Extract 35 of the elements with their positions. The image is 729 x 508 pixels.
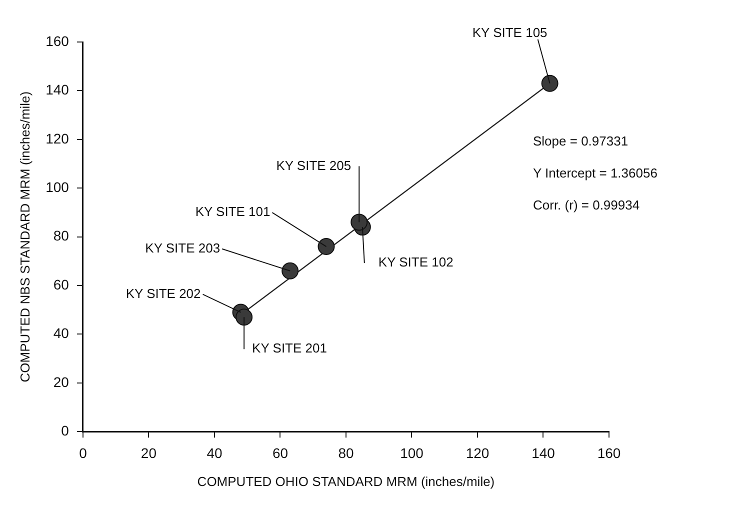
point bbox=[236, 308, 253, 326]
y-tick-label: 40 bbox=[53, 325, 70, 342]
annotation: KY SITE 202 bbox=[126, 286, 201, 301]
annotation: KY SITE 203 bbox=[145, 240, 220, 256]
point bbox=[318, 238, 335, 256]
x-tick-label: 160 bbox=[597, 444, 621, 461]
x-tick-label: 0 bbox=[79, 444, 88, 461]
y-tick-label: 60 bbox=[53, 276, 70, 292]
annotation: KY SITE 101 bbox=[195, 204, 270, 220]
x-tick-label: 80 bbox=[338, 444, 354, 461]
annotation: KY SITE 205 bbox=[276, 158, 352, 173]
x-tick-label: 20 bbox=[140, 444, 157, 461]
annotation: KY SITE 102 bbox=[378, 254, 454, 270]
y-tick-label: 120 bbox=[46, 130, 70, 146]
annotation: Slope = 0.97331 bbox=[533, 134, 628, 149]
y-tick-label: 20 bbox=[53, 374, 70, 390]
y-tick-label: 140 bbox=[46, 82, 70, 98]
annotation: Y Intercept = 1.36056 bbox=[533, 166, 658, 181]
annotation: Corr. (r) = 0.99934 bbox=[533, 198, 640, 213]
y-tick-label: 100 bbox=[46, 178, 70, 195]
x-tick-label: 120 bbox=[466, 444, 490, 461]
x-tick-label: 100 bbox=[400, 444, 424, 461]
point bbox=[282, 262, 299, 280]
y-tick-label: 80 bbox=[53, 228, 70, 244]
x-axis-title: COMPUTED OHIO STANDARD MRM (inches/mile) bbox=[197, 474, 495, 489]
annotation: KY SITE 201 bbox=[252, 340, 327, 356]
y-tick-label: 160 bbox=[46, 32, 70, 49]
x-tick-label: 60 bbox=[272, 444, 288, 461]
y-tick-label: 0 bbox=[61, 422, 70, 438]
x-tick-label: 40 bbox=[206, 444, 222, 461]
annotation: KY SITE 105 bbox=[472, 24, 548, 40]
x-tick-label: 140 bbox=[532, 444, 556, 461]
point bbox=[541, 74, 558, 92]
y-axis-title: COMPUTED NBS STANDARD MRM (inches/mile) bbox=[17, 91, 32, 382]
point bbox=[350, 214, 368, 231]
